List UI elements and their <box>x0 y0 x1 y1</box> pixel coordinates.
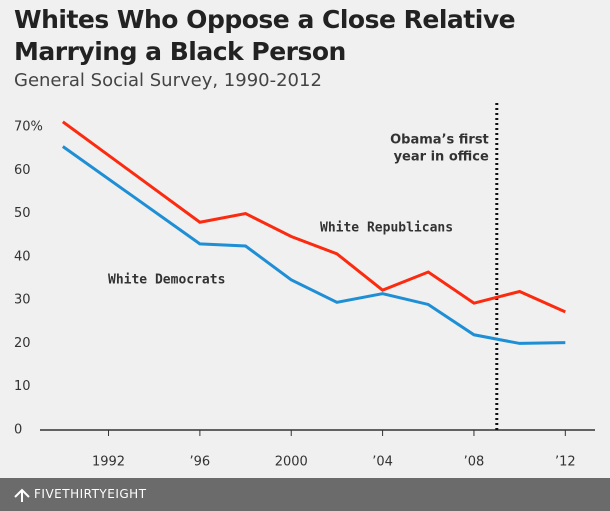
x-tick-label: ’04 <box>372 455 393 470</box>
x-tick-label: ’96 <box>190 455 211 470</box>
series-line <box>61 120 566 314</box>
chart: 0 10 20 30 40 50 60 70% 1992 ’96 2000 ’04 ’08 ’12 Obam… <box>14 103 595 470</box>
footer: FIVETHIRTYEIGHT <box>0 478 610 511</box>
y-tick-label: 20 <box>14 336 31 351</box>
footer-text: FIVETHIRTYEIGHT <box>34 487 147 501</box>
series-line <box>61 145 566 345</box>
y-tick-label: 70% <box>14 120 43 135</box>
logo-icon <box>14 488 30 502</box>
y-tick-label: 40 <box>14 249 31 264</box>
annotation-text: Obama’s first <box>390 133 489 148</box>
chart-title: Whites Who Oppose a Close Relative Marry… <box>14 5 516 66</box>
y-tick-label: 0 <box>14 423 22 438</box>
chart-subtitle: General Social Survey, 1990-2012 <box>14 70 322 91</box>
y-tick-label: 50 <box>14 206 31 221</box>
series-label: White Republicans <box>320 221 453 236</box>
y-tick-label: 60 <box>14 163 31 178</box>
y-tick-label: 10 <box>14 379 31 394</box>
x-tick-label: 1992 <box>92 455 125 470</box>
y-tick-label: 30 <box>14 293 31 308</box>
annotation-text: year in office <box>394 150 489 165</box>
x-tick-label: ’12 <box>555 455 576 470</box>
x-tick-label: 2000 <box>275 455 308 470</box>
x-tick-label: ’08 <box>464 455 485 470</box>
series-label: White Democrats <box>108 273 225 288</box>
